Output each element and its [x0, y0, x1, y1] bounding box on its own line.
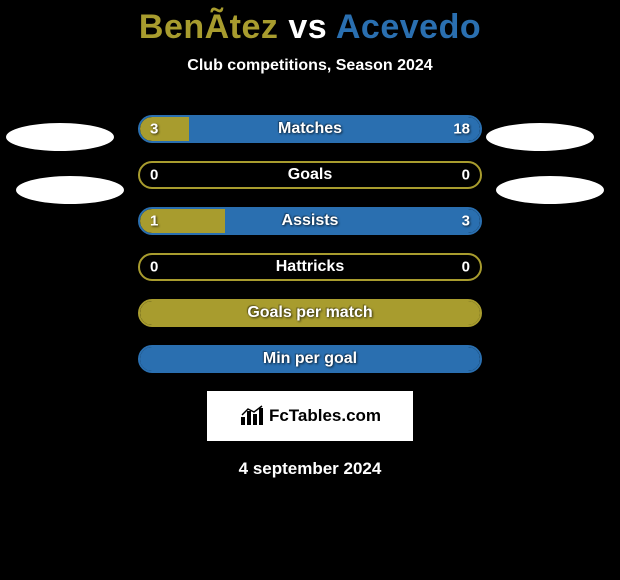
- brand-badge: FcTables.com: [207, 391, 413, 441]
- stat-value-left: 3: [150, 121, 158, 138]
- stat-label: Goals per match: [140, 304, 480, 322]
- stat-value-right: 0: [462, 167, 470, 184]
- brand-chart-icon: [239, 405, 265, 427]
- stat-row: Goals per match: [138, 299, 482, 327]
- team-badge: [16, 176, 124, 204]
- team-badge: [496, 176, 604, 204]
- page-title: BenÃ­tez vs Acevedo: [0, 0, 620, 47]
- stats-container: Matches318Goals00Assists13Hattricks00Goa…: [0, 115, 620, 373]
- stat-row: Goals0 0: [138, 161, 482, 189]
- player1-name: BenÃ­tez: [139, 8, 279, 46]
- stat-value-left: 0: [150, 259, 158, 276]
- date-text: 4 september 2024: [0, 459, 620, 479]
- stat-value-right: 3: [462, 213, 470, 230]
- stat-row: Assists1 3: [138, 207, 482, 235]
- stat-label: Min per goal: [140, 350, 480, 368]
- stat-value-left: 1: [150, 213, 158, 230]
- team-badge: [6, 123, 114, 151]
- stat-value-right: 18: [453, 121, 470, 138]
- stat-value-right: 0: [462, 259, 470, 276]
- stat-row: Matches3 18: [138, 115, 482, 143]
- stat-label: Matches: [140, 120, 480, 138]
- brand-text: FcTables.com: [269, 406, 381, 426]
- stat-row: Min per goal: [138, 345, 482, 373]
- player2-name: Acevedo: [336, 8, 481, 46]
- team-badge: [486, 123, 594, 151]
- stat-label: Hattricks: [140, 258, 480, 276]
- stat-row: Hattricks0 0: [138, 253, 482, 281]
- vs-text: vs: [278, 8, 335, 46]
- stat-value-left: 0: [150, 167, 158, 184]
- stat-label: Goals: [140, 166, 480, 184]
- subtitle: Club competitions, Season 2024: [0, 57, 620, 75]
- stat-label: Assists: [140, 212, 480, 230]
